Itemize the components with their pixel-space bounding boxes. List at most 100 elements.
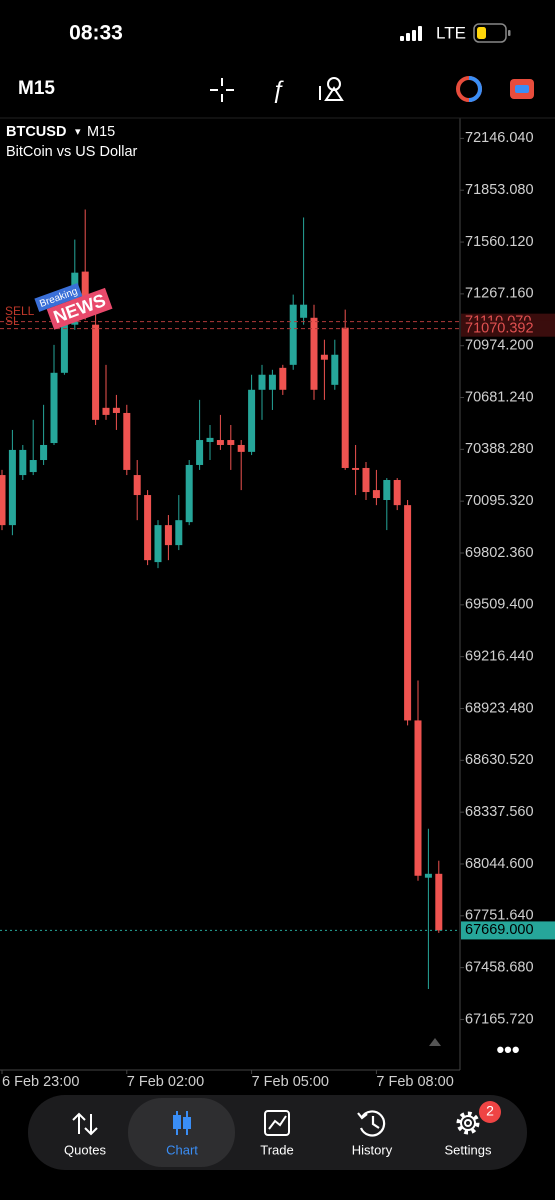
candle-body	[435, 873, 443, 931]
history-icon	[357, 1110, 386, 1137]
nav-quotes[interactable]: Quotes	[64, 1142, 106, 1157]
trade-icon	[264, 1110, 290, 1136]
chart-icon	[173, 1111, 191, 1135]
candle-body	[81, 271, 89, 300]
candle-body	[123, 412, 131, 470]
candle-body	[227, 440, 235, 445]
network: LTE	[436, 23, 466, 42]
settings-badge	[479, 1101, 501, 1123]
x-tick-label: 6 Feb 23:00	[2, 1074, 79, 1090]
candle-body	[164, 525, 172, 546]
candle-body	[414, 720, 422, 876]
candle-body	[331, 354, 339, 385]
candle-body	[133, 475, 141, 496]
candle-body	[60, 324, 68, 373]
candle-body	[196, 440, 204, 465]
signal-icon	[400, 26, 422, 41]
candle-body	[112, 407, 120, 413]
candle-body	[92, 324, 100, 420]
candle-body	[300, 304, 308, 318]
y-tick-label: 71853.080	[465, 182, 534, 198]
candle-body	[248, 389, 256, 452]
timeframe-button[interactable]: M15	[18, 78, 55, 99]
nav-active	[128, 1098, 235, 1167]
candle-body	[268, 374, 276, 390]
candle-body	[352, 467, 360, 470]
candle-body	[237, 444, 245, 452]
candle-body	[185, 464, 193, 523]
settings-badge-count: 2	[486, 1103, 494, 1119]
objects-button[interactable]	[319, 77, 344, 101]
candle-body	[383, 480, 391, 500]
nav-bar	[28, 1095, 527, 1170]
scroll-marker	[429, 1038, 441, 1046]
y-tick-label: 70974.200	[465, 338, 534, 354]
candle-body	[144, 495, 152, 561]
candle-body	[404, 505, 412, 721]
sell-name: SELL	[5, 304, 35, 318]
current-price-box	[461, 921, 555, 940]
y-tick-label: 69802.360	[465, 545, 534, 561]
x-tick-label: 7 Feb 08:00	[376, 1074, 453, 1090]
candle-body	[102, 407, 110, 415]
candle-body	[50, 372, 58, 444]
candle-body	[8, 449, 16, 526]
candle-body	[289, 304, 297, 365]
battery-icon	[473, 23, 511, 43]
candle-body	[393, 480, 401, 506]
y-tick-label: 68337.560	[465, 804, 534, 820]
indicators-button[interactable]: ƒ	[271, 76, 284, 103]
sl-label: 71070.392	[465, 321, 534, 337]
news-badge[interactable]: Breaking NEWS	[34, 275, 113, 333]
y-tick-label: 72146.040	[465, 130, 534, 146]
clock: 08:33	[69, 22, 123, 45]
candle-body	[320, 354, 328, 360]
candle-body	[258, 374, 266, 390]
nav-settings[interactable]: Settings	[445, 1142, 492, 1157]
nav-history[interactable]: History	[352, 1142, 393, 1157]
candle-body	[40, 444, 48, 461]
y-tick-label: 67165.720	[465, 1011, 534, 1027]
account-button[interactable]	[510, 79, 534, 99]
candle-body	[216, 440, 224, 445]
x-tick-label: 7 Feb 05:00	[252, 1074, 329, 1090]
sl-label-box	[461, 320, 555, 337]
chart-timeframe: M15	[87, 124, 115, 140]
trade-button[interactable]	[456, 76, 482, 102]
nav-chart[interactable]: Chart	[166, 1142, 198, 1157]
y-tick-label: 70388.280	[465, 441, 534, 457]
candle-body	[372, 490, 380, 499]
current-price-label: 67669.000	[465, 922, 534, 938]
y-tick-label: 67458.680	[465, 959, 534, 975]
sl-name: SL	[5, 314, 20, 328]
candle-body	[29, 460, 37, 473]
candle-body	[424, 873, 432, 878]
symbol-dropdown[interactable]: ▾	[75, 126, 81, 138]
y-tick-label: 70095.320	[465, 493, 534, 509]
y-tick-label: 71267.160	[465, 286, 534, 302]
settings-icon	[456, 1111, 480, 1135]
candle-body	[310, 317, 318, 390]
y-tick-label: 71560.120	[465, 234, 534, 250]
crosshair-button[interactable]	[210, 78, 234, 102]
candle-body	[341, 327, 349, 468]
candle-body	[279, 367, 287, 390]
candle-body	[175, 520, 183, 546]
candle-body	[154, 525, 162, 563]
candle-body	[362, 467, 370, 493]
y-tick-label: 68630.520	[465, 752, 534, 768]
y-tick-label: 68044.600	[465, 856, 534, 872]
nav-trade[interactable]: Trade	[260, 1142, 293, 1157]
candle-body	[19, 449, 27, 476]
y-tick-label: 69509.400	[465, 597, 534, 613]
y-tick-label: 69216.440	[465, 648, 534, 664]
more-button[interactable]: •••	[496, 1037, 519, 1062]
candle-body	[206, 437, 214, 442]
y-tick-label: 68923.480	[465, 700, 534, 716]
candle-body	[0, 475, 6, 526]
y-tick-label: 67751.640	[465, 908, 534, 924]
x-tick-label: 7 Feb 02:00	[127, 1074, 204, 1090]
quotes-icon	[72, 1112, 98, 1136]
